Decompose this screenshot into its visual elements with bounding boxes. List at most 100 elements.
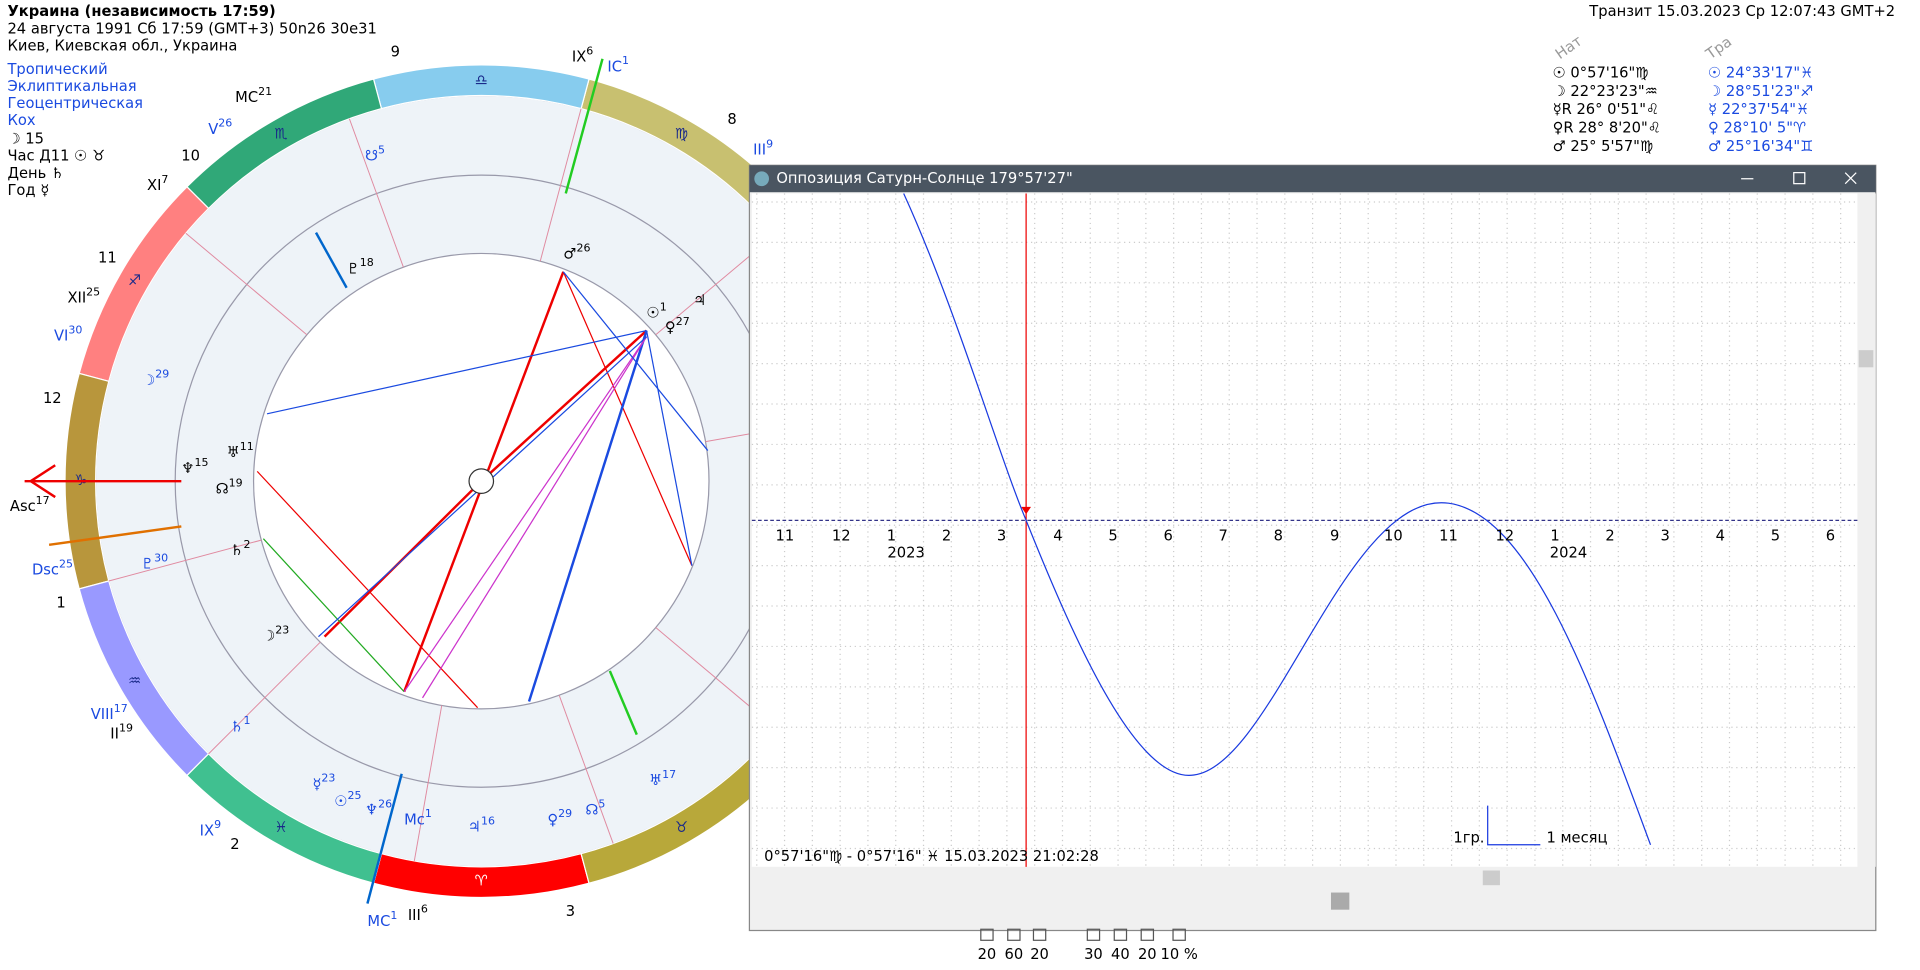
graph-window: Оппозиция Сатурн-Солнце 179°57'27"11 12 1 2… <box>748 164 1877 963</box>
house-label-sup: 7 <box>161 173 168 186</box>
house-label-main: IX <box>200 822 214 839</box>
house-label-main: 3 <box>566 903 575 920</box>
house-label: 3 <box>566 903 575 920</box>
planet-label-sup: 23 <box>321 772 335 785</box>
house-label-main: II <box>110 726 119 743</box>
status-text: 0°57'16"♍ - 0°57'16" ♓ 15.03.2023 21:02:… <box>764 848 1099 865</box>
toolbar-value: 20 <box>978 946 997 963</box>
planet-label-sup: 11 <box>240 440 254 453</box>
planet-label: ☉25 <box>334 789 361 810</box>
sign-glyph: ♓ <box>275 819 288 836</box>
v-scrollbar[interactable] <box>1857 193 1876 867</box>
toolbar-icon[interactable] <box>1007 928 1021 941</box>
planet-label: ♅11 <box>227 440 254 461</box>
aspect-line <box>266 329 647 415</box>
planet-label: ☿23 <box>312 772 335 793</box>
toolbar-icon[interactable] <box>1086 928 1101 941</box>
month-label: 1 <box>887 527 896 544</box>
natal-position: ☿R 26° 0'51"♌ <box>1553 101 1660 118</box>
planet-label-main: ♄ <box>230 718 243 735</box>
house-cusp <box>413 705 443 862</box>
house-label-sup: 17 <box>114 702 128 715</box>
planet-label: ☽29 <box>142 368 169 389</box>
planet-label-main: Mc <box>404 811 425 828</box>
toolbar-icon[interactable] <box>1113 928 1128 941</box>
month-label: 2 <box>942 527 951 544</box>
house-label-main: V <box>208 121 218 138</box>
planet-label-main: ☉ <box>334 793 347 810</box>
aspect-line <box>645 330 693 566</box>
house-label: Asc17 <box>10 494 50 515</box>
h-thumb-2[interactable] <box>1330 892 1350 910</box>
aspect-curve <box>903 193 1652 846</box>
house-label: VI30 <box>54 324 82 345</box>
house-label-main: VIII <box>91 706 114 723</box>
house-label-sup: 19 <box>119 721 133 734</box>
aspect-line <box>564 58 604 194</box>
scale-time: 1 месяц <box>1546 830 1607 847</box>
month-label: 11 <box>1439 527 1458 544</box>
toolbar-icon[interactable] <box>1032 928 1047 941</box>
house-label-main: 10 <box>181 148 200 165</box>
sign-glyph: ♎ <box>475 72 488 89</box>
house-label: Dsc25 <box>32 557 73 578</box>
close-button[interactable] <box>1844 172 1857 185</box>
planet-label-sup: 5 <box>598 797 605 810</box>
toolbar-value: 60 <box>1005 946 1024 963</box>
h-scrollbar-2[interactable] <box>751 891 1874 911</box>
planet-label-sup: 30 <box>154 551 168 564</box>
transit-position: ♂ 25°16'34"♊ <box>1708 138 1813 155</box>
month-label: 4 <box>1716 527 1725 544</box>
aspect-line <box>480 329 648 483</box>
house-label-sup: 9 <box>214 818 221 831</box>
house-label: IC1 <box>607 54 629 75</box>
house-label-main: III <box>753 142 766 159</box>
house-label-main: Dsc <box>32 562 59 579</box>
current-marker <box>1021 506 1032 515</box>
house-label-main: XI <box>147 177 161 194</box>
transit-position: ♀ 28°10' 5"♈ <box>1708 120 1806 137</box>
center <box>468 468 495 495</box>
month-label: 5 <box>1771 527 1780 544</box>
h-thumb[interactable] <box>1482 870 1500 886</box>
house-label-main: 12 <box>43 390 62 407</box>
house-label: III9 <box>753 137 773 158</box>
scale-degree: 1гр. <box>1453 830 1484 847</box>
transit-title: Транзит 15.03.2023 Ср 12:07:43 GMT+2 <box>1588 3 1895 20</box>
planet-label-sup: 17 <box>662 768 676 781</box>
planet-label: Mc1 <box>404 807 432 828</box>
transit-position: ☽ 28°51'23"♐ <box>1708 83 1813 100</box>
toolbar-value: 30 <box>1084 946 1103 963</box>
planet-label-main: ☋ <box>365 148 378 165</box>
house-label: IX9 <box>200 818 221 839</box>
toolbar-icon[interactable] <box>1172 928 1186 941</box>
house-label: 1 <box>56 595 65 612</box>
house-label: II19 <box>110 721 133 742</box>
planet-label-main: ☉ <box>647 304 660 321</box>
app-icon <box>754 171 770 187</box>
aspect-line <box>527 330 648 702</box>
maximize-button[interactable] <box>1793 172 1806 185</box>
natal-position: ☉ 0°57'16"♍ <box>1553 64 1649 81</box>
v-thumb[interactable] <box>1858 350 1874 368</box>
planet-label-main: ♄ <box>230 542 243 559</box>
house-label-main: VI <box>54 328 68 345</box>
house-cusp <box>185 232 308 336</box>
house-label-main: IC <box>607 58 622 75</box>
h-scrollbar[interactable] <box>751 869 1874 887</box>
sign-glyph: ♒ <box>128 672 141 689</box>
natal-position: ♀R 28° 8'20"♌ <box>1553 120 1661 137</box>
house-label: 11 <box>98 249 117 266</box>
house-label: MC21 <box>235 85 272 106</box>
chart-place: Киев, Киевская обл., Украина <box>7 38 237 55</box>
toolbar-icon[interactable] <box>1140 928 1155 941</box>
toolbar-icon[interactable] <box>980 928 994 941</box>
planet-label: ♆15 <box>181 456 208 477</box>
setting: Кох <box>7 112 35 129</box>
planet-label-main: ☊ <box>216 481 229 498</box>
sign-glyph: ♐ <box>128 272 141 289</box>
month-label: 6 <box>1163 527 1172 544</box>
house-label: III6 <box>408 903 428 924</box>
house-label-main: 9 <box>391 44 400 61</box>
house-label: V26 <box>208 117 232 138</box>
